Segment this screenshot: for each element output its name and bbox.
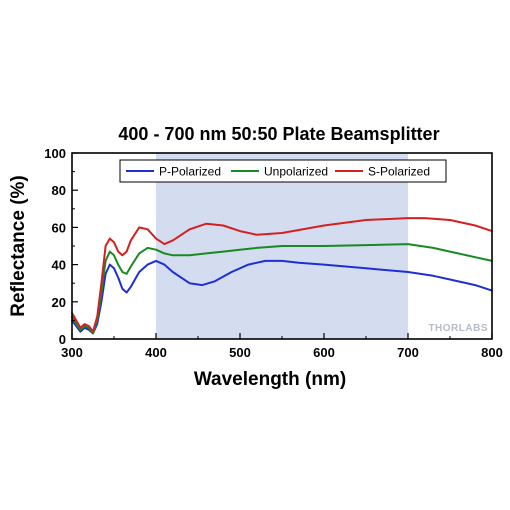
y-tick-label: 0: [59, 332, 66, 347]
legend-label: Unpolarized: [264, 165, 328, 179]
x-axis-label: Wavelength (nm): [194, 369, 346, 390]
ticks-layer: 300 400 500 600 700 800 0 20 40 60 80 100: [44, 146, 503, 360]
legend: P-Polarized Unpolarized S-Polarized: [119, 159, 447, 183]
y-tick-label: 20: [52, 295, 66, 310]
x-tick-label: 400: [145, 345, 167, 360]
thorlabs-watermark: THORLABS: [428, 323, 488, 334]
legend-label: S-Polarized: [368, 165, 430, 179]
series-layer: [71, 217, 493, 335]
x-tick-label: 300: [61, 345, 83, 360]
x-tick-label: 600: [313, 345, 335, 360]
chart-title: 400 - 700 nm 50:50 Plate Beamsplitter: [118, 124, 439, 144]
legend-items: P-Polarized Unpolarized S-Polarized: [126, 165, 430, 179]
y-tick-label: 100: [44, 146, 66, 161]
y-tick-label: 60: [52, 220, 66, 235]
x-tick-label: 800: [481, 345, 503, 360]
y-axis-label: Reflectance (%): [8, 175, 29, 317]
legend-label: P-Polarized: [159, 165, 221, 179]
series-line-s-polarized: [71, 217, 493, 333]
y-tick-label: 80: [52, 183, 66, 198]
x-tick-label: 700: [397, 345, 419, 360]
x-tick-label: 500: [229, 345, 251, 360]
legend-box: [119, 159, 447, 183]
y-tick-label: 40: [52, 258, 66, 273]
plot-area: THORLABS 300 400 500 600 700 800 0 20 40 60 80 100: [44, 146, 503, 360]
